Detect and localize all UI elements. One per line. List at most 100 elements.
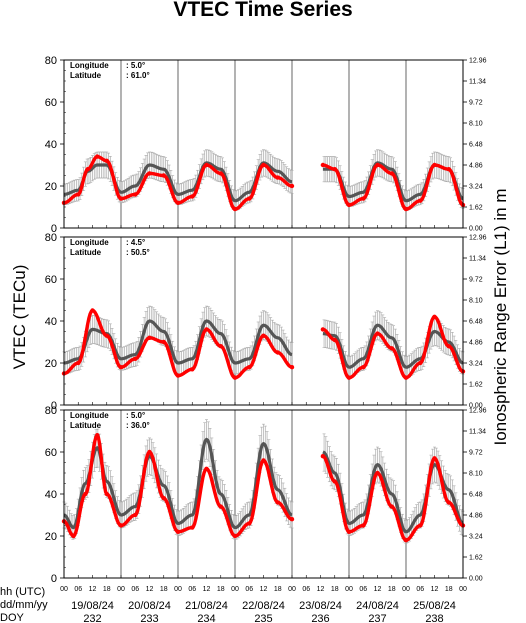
measured-point [118,196,124,201]
y-right-tick-label: 11.34 [469,79,486,86]
measured-point [85,167,90,172]
measured-point [190,525,195,530]
measured-point [320,327,326,332]
measured-point [218,344,223,349]
chart-title: VTEC Time Series [173,0,352,21]
y-tick-label: 20 [45,531,57,543]
y-tick-label: 60 [45,97,57,109]
measured-point [133,512,138,518]
longitude-label: Longitude [70,61,109,70]
x-row-label-hour: hh (UTC) [0,586,45,598]
measured-point [389,504,394,509]
x-hour-tick-label: 00 [231,586,239,593]
latitude-label: Latitude [70,421,102,430]
y-right-tick-label: 9.72 [469,100,483,107]
y-right-tick-label: 4.86 [469,513,483,520]
measured-point [218,504,223,509]
measured-point [232,206,238,212]
measured-point [204,466,209,471]
measured-point [175,373,181,378]
measured-point [418,360,423,366]
measured-point [375,470,380,476]
x-hour-tick-label: 12 [431,586,439,593]
measured-point [118,365,124,370]
measured-point [432,456,437,461]
measured-point [389,346,394,351]
measured-point [204,327,209,332]
y-right-tick-label: 1.62 [469,555,483,562]
y-right-tick-label: 8.10 [469,298,483,305]
x-row-label-date: dd/mm/yy [0,599,48,611]
measured-point [133,356,138,361]
measured-point [247,196,252,201]
measured-point [76,360,81,366]
measured-point [147,449,152,455]
x-doy-label: 238 [425,613,443,623]
measured-point [247,365,252,370]
y-tick-label: 0 [51,400,57,412]
x-date-label: 22/08/24 [242,600,285,612]
y-right-tick-label: 11.34 [469,429,486,436]
measured-point [104,333,109,338]
y-tick-label: 80 [45,405,57,417]
x-hour-tick-label: 00 [117,586,125,593]
measured-point [432,314,437,319]
y-tick-label: 40 [45,139,57,151]
x-hour-tick-label: 06 [188,586,196,593]
y-right-tick-label: 4.86 [469,340,483,347]
x-date-label: 19/08/24 [71,600,114,612]
y-right-tick-label: 12.96 [469,58,487,65]
measured-point [289,183,295,189]
measured-point [275,500,280,505]
measured-point [432,162,437,168]
x-doy-label: 233 [140,613,158,623]
x-hour-tick-label: 06 [74,586,82,593]
measured-point [76,192,81,197]
measured-point [83,491,88,497]
y-right-tick-label: 1.62 [469,382,483,389]
measured-point [261,162,266,168]
y-tick-label: 40 [45,316,57,328]
x-hour-tick-label: 06 [416,586,424,593]
measured-point [403,375,409,380]
y-tick-label: 60 [45,447,57,459]
measured-point [104,491,109,497]
measured-point [95,154,100,159]
measured-point [204,162,209,168]
measured-point [232,375,238,380]
x-hour-tick-label: 06 [245,586,253,593]
x-hour-tick-label: 18 [331,586,339,593]
x-date-label: 24/08/24 [356,600,399,612]
measured-point [90,308,95,313]
x-hour-tick-label: 00 [459,586,467,593]
measured-point [133,192,138,197]
longitude-label: Longitude [70,411,109,420]
x-hour-tick-label: 06 [131,586,139,593]
measured-point [446,167,451,172]
y-right-tick-label: 8.10 [469,121,483,128]
measured-point [320,162,326,168]
y-right-tick-label: 12.96 [469,408,487,415]
measured-point [361,365,366,370]
measured-point [361,196,366,201]
measured-point [161,173,166,178]
x-date-label: 25/08/24 [413,600,456,612]
y-right-tick-label: 3.24 [469,361,483,368]
x-hour-tick-label: 06 [359,586,367,593]
measured-point [247,521,252,526]
y-right-tick-label: 6.48 [469,142,483,149]
y-right-tick-label: 6.48 [469,319,483,326]
measured-point [346,202,352,208]
measured-point [446,500,451,505]
x-hour-tick-label: 00 [288,586,296,593]
measured-point [332,479,337,484]
x-doy-label: 234 [197,613,215,623]
y-right-tick-label: 0.00 [469,226,483,233]
y-tick-label: 60 [45,274,57,286]
longitude-value: : 4.5° [126,238,145,247]
measured-point [332,337,337,343]
measured-point [389,171,394,176]
measured-point [332,167,337,172]
measured-point [232,533,238,539]
